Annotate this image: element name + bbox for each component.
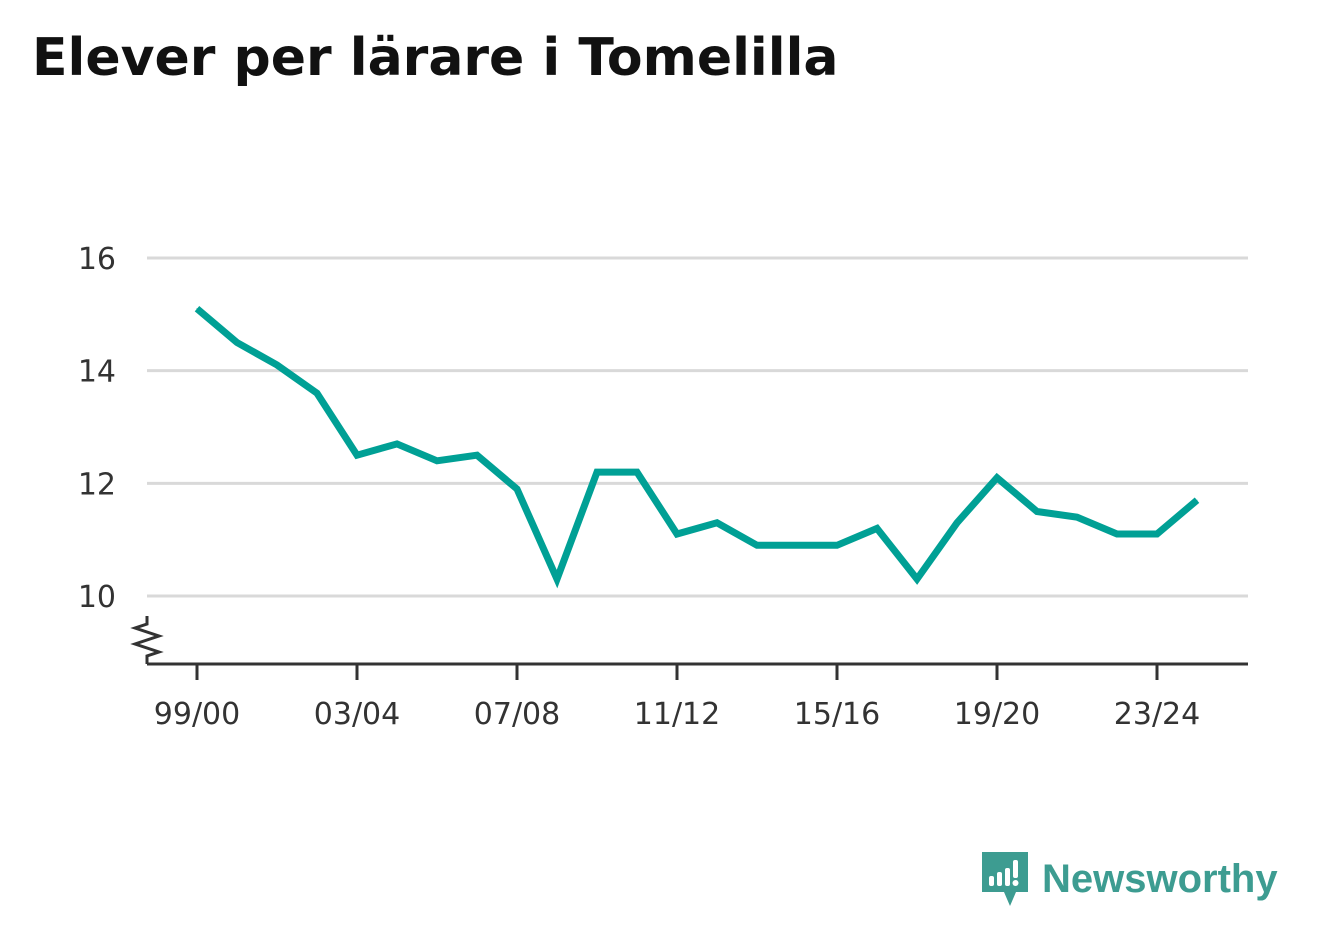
- data-point: [1036, 511, 1038, 512]
- data-point: [956, 522, 958, 524]
- y-axis-ticks: 10 12 14 16: [78, 242, 116, 615]
- data-point: [676, 533, 678, 535]
- y-tick-label: 12: [78, 467, 116, 502]
- data-point: [596, 471, 598, 473]
- data-point: [836, 544, 838, 546]
- data-point: [876, 527, 878, 529]
- x-tick-label: 11/12: [634, 697, 720, 732]
- series-layer: [194, 306, 1200, 589]
- x-axis: [130, 616, 1248, 666]
- data-point: [916, 578, 918, 580]
- data-point: [316, 392, 318, 394]
- data-point: [556, 578, 558, 580]
- data-point: [1076, 516, 1078, 518]
- y-tick-label: 14: [78, 355, 116, 390]
- data-point: [996, 477, 998, 479]
- data-point: [276, 364, 278, 366]
- grid-lines: [147, 256, 1248, 598]
- x-tick-label: 99/00: [154, 697, 240, 732]
- data-point: [1196, 499, 1198, 501]
- data-point: [756, 544, 758, 546]
- data-point: [1156, 533, 1158, 535]
- brand-name: Newsworthy: [1042, 856, 1278, 901]
- x-tick-label: 23/24: [1114, 697, 1200, 732]
- x-tick-label: 19/20: [954, 697, 1040, 732]
- y-tick-label: 10: [78, 580, 116, 615]
- data-point: [636, 471, 638, 473]
- y-tick-label: 16: [78, 242, 116, 277]
- newsworthy-logo-icon: [982, 852, 1028, 906]
- newsworthy-logo: Newsworthy: [980, 848, 1278, 910]
- data-point: [716, 522, 718, 524]
- data-point: [236, 342, 238, 343]
- data-point: [796, 544, 798, 546]
- data-point: [516, 488, 518, 490]
- y-axis-break-icon: [130, 616, 164, 664]
- x-tick-label: 03/04: [314, 697, 400, 732]
- x-tick-label: 15/16: [794, 697, 880, 732]
- x-tick-label: 07/08: [474, 697, 560, 732]
- data-point: [396, 443, 398, 445]
- data-point: [436, 460, 438, 462]
- data-point: [196, 308, 198, 310]
- series-line: [194, 306, 1200, 589]
- data-point: [1116, 533, 1118, 535]
- data-point: [476, 454, 478, 456]
- chart-title: Elever per lärare i Tomelilla: [32, 28, 839, 88]
- x-axis-ticks: 99/00 03/04 07/08 11/12 15/16 19/20 23/24: [154, 664, 1200, 732]
- data-point: [356, 454, 358, 456]
